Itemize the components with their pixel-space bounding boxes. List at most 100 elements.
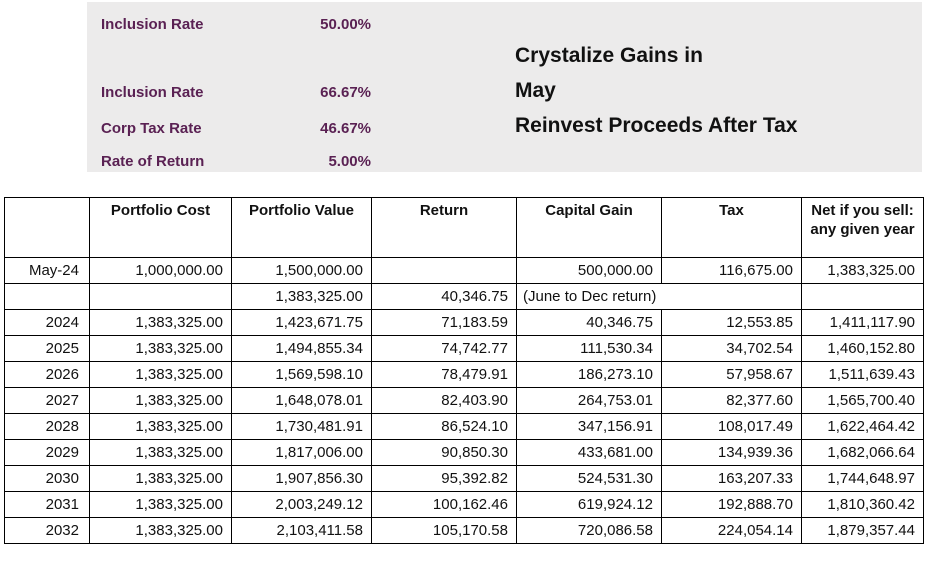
value-cell: 1,383,325.00 xyxy=(231,283,372,310)
value-cell: 1,383,325.00 xyxy=(89,465,232,492)
column-header: Net if you sell: any given year xyxy=(801,197,924,258)
value-cell: 100,162.46 xyxy=(371,491,517,518)
value-cell: 1,383,325.00 xyxy=(89,335,232,362)
value-cell: 116,675.00 xyxy=(661,257,802,284)
value-cell: 108,017.49 xyxy=(661,413,802,440)
table-row: 2027 1,383,325.00 1,648,078.01 82,403.90 264… xyxy=(4,387,924,414)
value-cell: 264,753.01 xyxy=(516,387,662,414)
value-cell: 74,742.77 xyxy=(371,335,517,362)
value-cell: 40,346.75 xyxy=(516,309,662,336)
value-cell: 134,939.36 xyxy=(661,439,802,466)
value-cell xyxy=(801,283,924,310)
table-row: 1,383,325.00 40,346.75 (June to Dec return… xyxy=(4,283,924,310)
value-cell: 1,494,855.34 xyxy=(231,335,372,362)
value-cell: 57,958.67 xyxy=(661,361,802,388)
value-cell: 1,569,598.10 xyxy=(231,361,372,388)
results-table: Portfolio Cost Portfolio Value Return Capit… xyxy=(4,197,924,544)
year-cell: 2030 xyxy=(4,465,90,492)
value-cell: 1,565,700.40 xyxy=(801,387,924,414)
value-cell: 1,730,481.91 xyxy=(231,413,372,440)
table-row: 2030 1,383,325.00 1,907,856.30 95,392.82 524… xyxy=(4,465,924,492)
scenario-title: Crystalize Gains in May Reinvest Proceed… xyxy=(515,38,915,143)
value-cell: 34,702.54 xyxy=(661,335,802,362)
value-cell: 1,744,648.97 xyxy=(801,465,924,492)
value-cell: 95,392.82 xyxy=(371,465,517,492)
value-cell: 82,403.90 xyxy=(371,387,517,414)
year-cell: 2026 xyxy=(4,361,90,388)
table-row: 2024 1,383,325.00 1,423,671.75 71,183.59 40,… xyxy=(4,309,924,336)
value-cell: 1,648,078.01 xyxy=(231,387,372,414)
table-row: 2026 1,383,325.00 1,569,598.10 78,479.91 186… xyxy=(4,361,924,388)
value-cell: 1,000,000.00 xyxy=(89,257,232,284)
value-cell: 71,183.59 xyxy=(371,309,517,336)
value-cell: 224,054.14 xyxy=(661,517,802,544)
value-cell: 1,907,856.30 xyxy=(231,465,372,492)
value-cell: 186,273.10 xyxy=(516,361,662,388)
param-label: Corp Tax Rate xyxy=(101,120,202,137)
table-row: 2032 1,383,325.00 2,103,411.58 105,170.58 72… xyxy=(4,517,924,544)
year-cell: 2032 xyxy=(4,517,90,544)
value-cell: 111,530.34 xyxy=(516,335,662,362)
value-cell: 2,003,249.12 xyxy=(231,491,372,518)
value-cell: 1,817,006.00 xyxy=(231,439,372,466)
param-value: 66.67% xyxy=(320,84,371,101)
column-header: Tax xyxy=(661,197,802,258)
value-cell: 500,000.00 xyxy=(516,257,662,284)
value-cell: 192,888.70 xyxy=(661,491,802,518)
value-cell: 40,346.75 xyxy=(371,283,517,310)
value-cell: 1,500,000.00 xyxy=(231,257,372,284)
param-value: 5.00% xyxy=(328,153,371,170)
value-cell: 86,524.10 xyxy=(371,413,517,440)
year-cell: 2029 xyxy=(4,439,90,466)
value-cell: 90,850.30 xyxy=(371,439,517,466)
value-cell: 1,383,325.00 xyxy=(89,309,232,336)
value-cell: 1,383,325.00 xyxy=(89,361,232,388)
note-cell: (June to Dec return) xyxy=(516,283,802,310)
table-header-row: Portfolio Cost Portfolio Value Return Capit… xyxy=(4,197,924,258)
year-cell: 2027 xyxy=(4,387,90,414)
value-cell: 720,086.58 xyxy=(516,517,662,544)
value-cell xyxy=(89,283,232,310)
value-cell: 1,810,360.42 xyxy=(801,491,924,518)
value-cell: 1,383,325.00 xyxy=(89,491,232,518)
value-cell: 1,622,464.42 xyxy=(801,413,924,440)
value-cell: 163,207.33 xyxy=(661,465,802,492)
column-header: Portfolio Value xyxy=(231,197,372,258)
column-header: Portfolio Cost xyxy=(89,197,232,258)
column-header xyxy=(4,197,90,258)
value-cell: 2,103,411.58 xyxy=(231,517,372,544)
value-cell xyxy=(371,257,517,284)
table-row: 2028 1,383,325.00 1,730,481.91 86,524.10 347… xyxy=(4,413,924,440)
column-header: Return xyxy=(371,197,517,258)
param-label: Rate of Return xyxy=(101,153,205,170)
parameters-panel: Inclusion Rate 50.00% Inclusion Rate 66.… xyxy=(87,2,922,172)
scenario-title-line3: Reinvest Proceeds After Tax xyxy=(515,114,798,137)
value-cell: 1,383,325.00 xyxy=(89,413,232,440)
year-cell: 2025 xyxy=(4,335,90,362)
value-cell: 1,879,357.44 xyxy=(801,517,924,544)
value-cell: 1,383,325.00 xyxy=(801,257,924,284)
value-cell: 12,553.85 xyxy=(661,309,802,336)
table-row: 2029 1,383,325.00 1,817,006.00 90,850.30 433… xyxy=(4,439,924,466)
table-row: May-24 1,000,000.00 1,500,000.00 500,000.00… xyxy=(4,257,924,284)
param-label: Inclusion Rate xyxy=(101,16,204,33)
scenario-title-line2: May xyxy=(515,79,556,102)
param-value: 46.67% xyxy=(320,120,371,137)
column-header: Capital Gain xyxy=(516,197,662,258)
year-cell: 2028 xyxy=(4,413,90,440)
value-cell: 1,411,117.90 xyxy=(801,309,924,336)
value-cell: 1,682,066.64 xyxy=(801,439,924,466)
param-label: Inclusion Rate xyxy=(101,84,204,101)
value-cell: 524,531.30 xyxy=(516,465,662,492)
value-cell: 1,383,325.00 xyxy=(89,517,232,544)
value-cell: 347,156.91 xyxy=(516,413,662,440)
scenario-title-line1: Crystalize Gains in xyxy=(515,44,703,67)
table-row: 2025 1,383,325.00 1,494,855.34 74,742.77 111… xyxy=(4,335,924,362)
year-cell xyxy=(4,283,90,310)
value-cell: 1,460,152.80 xyxy=(801,335,924,362)
value-cell: 1,511,639.43 xyxy=(801,361,924,388)
table-row: 2031 1,383,325.00 2,003,249.12 100,162.46 61… xyxy=(4,491,924,518)
year-cell: 2024 xyxy=(4,309,90,336)
value-cell: 105,170.58 xyxy=(371,517,517,544)
value-cell: 1,383,325.00 xyxy=(89,387,232,414)
